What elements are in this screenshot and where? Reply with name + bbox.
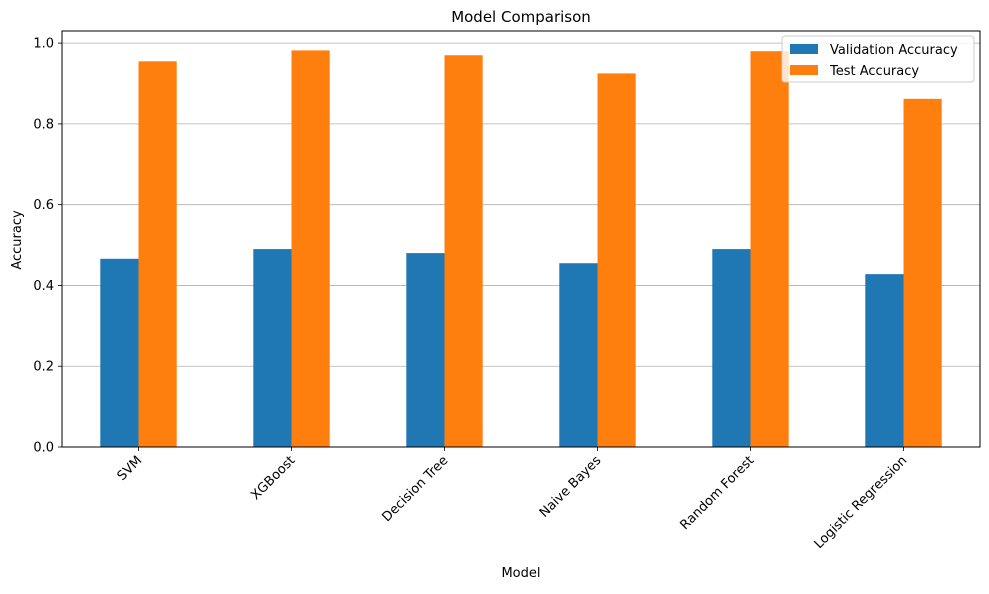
bar-validation-svm	[100, 258, 139, 447]
x-tick-label: Naive Bayes	[537, 453, 605, 521]
bar-validation-naive-bayes	[559, 263, 598, 447]
bar-test-random-forest	[750, 51, 789, 447]
chart-title: Model Comparison	[451, 8, 591, 26]
axes	[61, 30, 981, 448]
bar-test-xgboost	[291, 50, 330, 447]
bar-test-logistic-regression	[903, 98, 942, 448]
y-ticks: 0.0 0.2 0.4 0.6 0.8 1.0	[33, 37, 62, 456]
y-tick-label: 1.0	[33, 37, 54, 52]
legend-label: Test Accuracy	[829, 64, 919, 79]
y-tick-label: 0.4	[33, 279, 54, 294]
legend: Validation Accuracy Test Accuracy	[781, 35, 975, 83]
bar-validation-decision-tree	[406, 253, 445, 447]
bar-test-svm	[138, 61, 177, 448]
bar-validation-logistic-regression	[865, 274, 904, 447]
y-tick-label: 0.6	[33, 198, 54, 213]
plot-frame	[61, 30, 981, 448]
bar-validation-random-forest	[712, 249, 751, 447]
bar-test-naive-bayes	[597, 73, 636, 447]
bar-test-decision-tree	[444, 55, 483, 448]
bars	[100, 50, 942, 448]
y-tick-label: 0.8	[33, 117, 54, 132]
y-tick-label: 0.2	[33, 360, 54, 375]
x-ticks: SVM XGBoost Decision Tree Naive Bayes Random…	[115, 447, 911, 552]
gridlines	[62, 42, 980, 367]
legend-swatch	[790, 65, 818, 75]
x-tick-label: SVM	[115, 453, 146, 484]
legend-label: Validation Accuracy	[830, 43, 958, 58]
y-axis-label: Accuracy	[10, 210, 25, 270]
y-tick-label: 0.0	[33, 441, 54, 456]
bar-validation-xgboost	[253, 249, 292, 447]
x-tick-label: Logistic Regression	[812, 453, 911, 552]
legend-box	[781, 35, 975, 83]
x-axis-label: Model	[501, 566, 540, 581]
x-tick-label: Random Forest	[678, 453, 758, 533]
x-tick-label: Decision Tree	[380, 453, 452, 525]
x-tick-label: XGBoost	[248, 453, 298, 503]
legend-swatch	[790, 44, 818, 54]
